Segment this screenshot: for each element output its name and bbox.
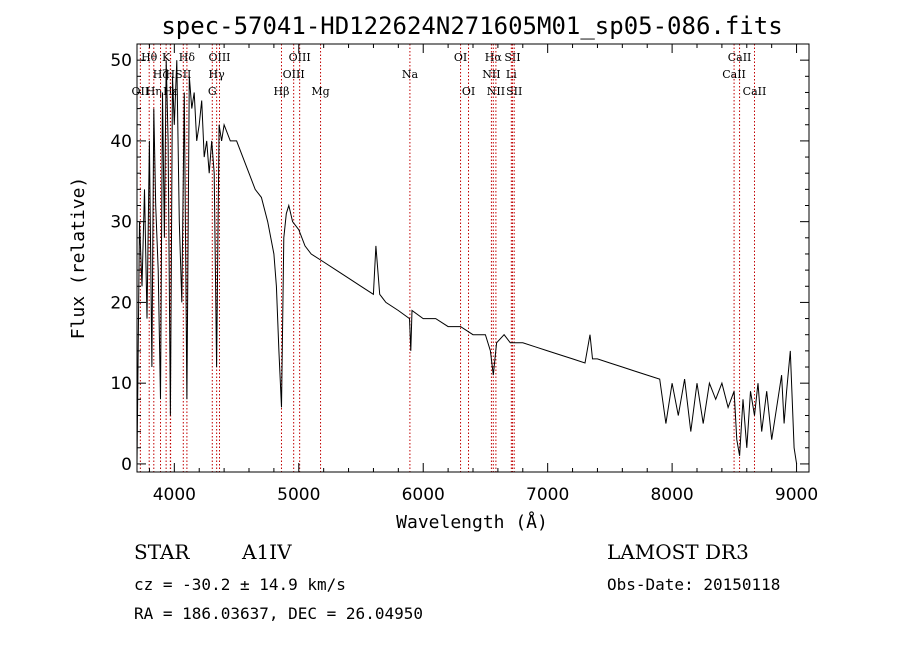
line-marker-label: CaII <box>728 51 752 64</box>
obs-date-text: Obs-Date: 20150118 <box>607 575 781 594</box>
object-class: STAR <box>134 540 190 564</box>
x-tick-label: 9000 <box>775 485 818 505</box>
line-marker-label: Hδ <box>179 51 196 64</box>
line-marker-label: SII <box>504 51 520 64</box>
x-tick-label: 6000 <box>402 485 445 505</box>
x-tick-label: 7000 <box>526 485 569 505</box>
x-axis-label: Wavelength (Å) <box>396 511 548 533</box>
y-tick-label: 50 <box>110 51 132 71</box>
line-marker-label: Hθ <box>141 51 158 64</box>
chart-title: spec-57041-HD122624N271605M01_sp05-086.f… <box>161 12 782 40</box>
axis-ticks: 4000 5000 6000 7000 8000 9000 0 10 20 30 40 50 <box>110 44 818 505</box>
line-marker-label: Mg <box>311 85 329 98</box>
line-marker-label: CaII <box>743 85 767 98</box>
object-subclass: A1IV <box>242 540 292 564</box>
line-marker-label: OIII <box>208 51 230 64</box>
line-marker-label: OIII <box>289 51 311 64</box>
line-marker-label: Na <box>402 68 419 81</box>
line-marker-label: NII <box>487 85 505 98</box>
line-marker-label: Hζ <box>153 68 169 81</box>
line-marker-label: OI <box>462 85 475 98</box>
line-marker-label: SII <box>506 85 522 98</box>
line-marker-label: G <box>208 85 217 98</box>
survey-name: LAMOST DR3 <box>607 540 749 564</box>
line-markers: HθOIIHηHζHεKHHδSIIGOIIIHγHβOIIIOIIIMgNaO… <box>132 44 767 472</box>
line-marker-label: Hη <box>146 85 162 98</box>
redshift-text: cz = -30.2 ± 14.9 km/s <box>134 575 346 594</box>
line-marker-label: K <box>162 51 171 64</box>
x-tick-label: 8000 <box>650 485 693 505</box>
y-tick-label: 10 <box>110 374 132 394</box>
line-marker-label: OII <box>132 85 150 98</box>
coordinates-text: RA = 186.03637, DEC = 26.04950 <box>134 604 423 623</box>
y-tick-label: 40 <box>110 132 132 152</box>
x-tick-label: 5000 <box>277 485 320 505</box>
y-tick-label: 0 <box>121 455 132 475</box>
line-marker-label: Hγ <box>209 68 226 81</box>
line-marker-label: SII <box>175 68 191 81</box>
x-tick-label: 4000 <box>153 485 196 505</box>
line-marker-label: Li <box>506 68 517 81</box>
line-marker-label: OI <box>454 51 467 64</box>
plot-frame <box>136 43 810 473</box>
y-tick-label: 20 <box>110 293 132 313</box>
spectrum-series-line <box>136 60 798 464</box>
line-marker-label: OIII <box>283 68 305 81</box>
y-tick-label: 30 <box>110 213 132 233</box>
line-marker-label: CaII <box>722 68 746 81</box>
line-marker-label: NII <box>482 68 500 81</box>
line-marker-label: Hα <box>485 51 503 64</box>
line-marker-label: Hβ <box>274 85 290 98</box>
y-axis-label: Flux (relative) <box>68 177 89 340</box>
line-marker-label: H <box>166 68 176 81</box>
